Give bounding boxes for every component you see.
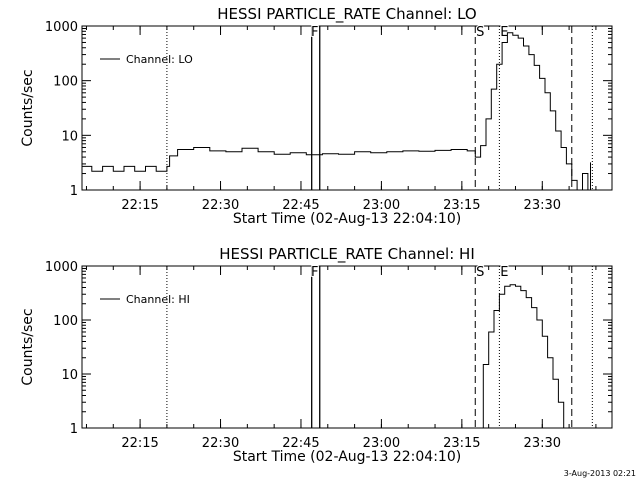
panel2-xlabel: Start Time (02-Aug-13 22:04:10) [233, 449, 461, 465]
panel2-x-tick-label: 23:00 [363, 436, 400, 451]
panel1-xlabel: Start Time (02-Aug-13 22:04:10) [233, 211, 461, 227]
panel2-y-tick-label: 1 [70, 422, 78, 437]
panel1-x-tick-label: 22:30 [202, 198, 239, 213]
panel2-y-tick-label: 100 [53, 314, 78, 329]
panel2-y-tick-label: 10 [61, 368, 78, 383]
panel1-title: HESSI PARTICLE_RATE Channel: LO [217, 5, 476, 24]
panel2-series-line [478, 284, 565, 429]
panel1-x-tick-label: 23:15 [443, 198, 480, 213]
panel1-axes-frame [81, 25, 613, 191]
panel2-legend-label: Channel: HI [126, 293, 190, 306]
panel2-y-tick-label: 1000 [45, 260, 78, 275]
panel1-y-tick-label: 1 [70, 184, 78, 199]
panel2-title: HESSI PARTICLE_RATE Channel: HI [219, 245, 475, 264]
timestamp: 3-Aug-2013 02:21 [564, 469, 636, 478]
panel1-x-tick-label: 22:45 [282, 198, 319, 213]
panel1-marker-label: F [311, 25, 318, 40]
panel1-ylabel: Counts/sec [20, 69, 36, 146]
panel2-x-tick-label: 22:15 [121, 436, 158, 451]
panel1-y-tick-label: 10 [61, 129, 78, 144]
panel1-marker-label: E [500, 25, 508, 40]
panel1-series-line [82, 32, 591, 191]
panel2-x-tick-label: 22:45 [282, 436, 319, 451]
panel2-axes-frame [81, 265, 613, 429]
panel2-marker-label: E [500, 265, 508, 280]
panel2-x-tick-label: 23:15 [443, 436, 480, 451]
panel2-x-tick-label: 22:30 [202, 436, 239, 451]
panel2-marker-label: S [476, 265, 484, 280]
panel2-ylabel: Counts/sec [20, 308, 36, 385]
panel1-x-tick-label: 22:15 [121, 198, 158, 213]
panel2-marker-label: F [311, 265, 318, 280]
panel1-y-tick-label: 100 [53, 75, 78, 90]
panel1-y-tick-label: 1000 [45, 20, 78, 35]
panel1-x-tick-label: 23:00 [363, 198, 400, 213]
panel1-legend-label: Channel: LO [126, 53, 193, 66]
panel2-x-tick-label: 23:30 [524, 436, 561, 451]
panel1-x-tick-label: 23:30 [524, 198, 561, 213]
panel1-marker-label: S [476, 25, 484, 40]
